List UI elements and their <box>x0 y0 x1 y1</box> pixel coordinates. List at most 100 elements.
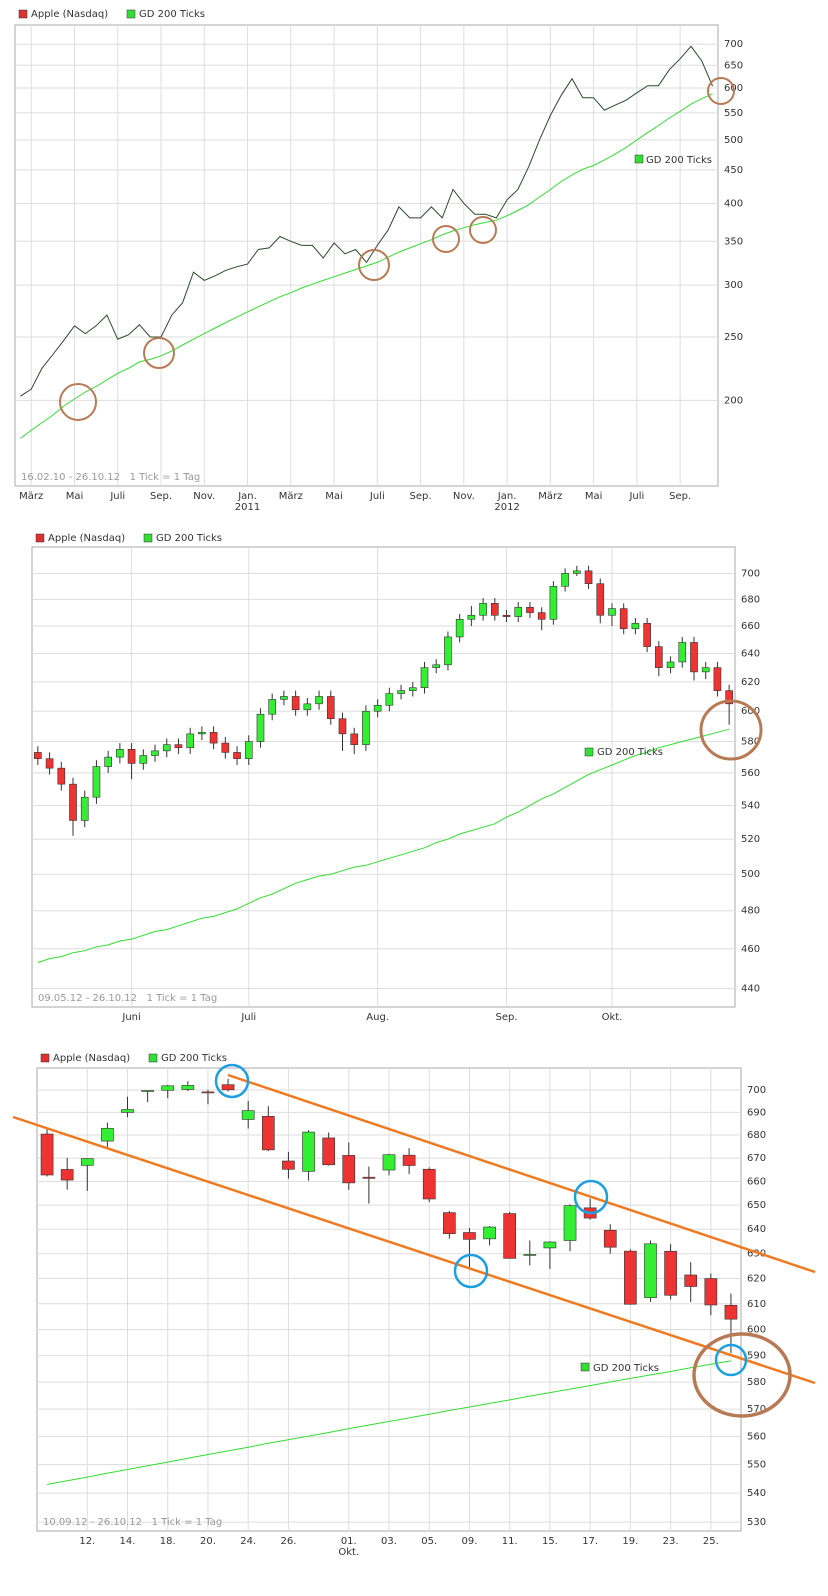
circle <box>714 1343 748 1377</box>
candle-body <box>322 1137 335 1166</box>
y-tick-label: 660 <box>747 1176 766 1187</box>
x-tick-label: 11. <box>502 1536 518 1547</box>
y-tick-label: 680 <box>747 1130 766 1141</box>
y-tick-label: 650 <box>724 60 743 71</box>
x-tick-label: 01. <box>341 1536 357 1547</box>
x-tick-label: 25. <box>703 1536 719 1547</box>
y-tick-label: 550 <box>724 108 743 119</box>
y-tick-label: 450 <box>724 165 743 176</box>
candle-body <box>151 750 159 756</box>
y-tick-label: 600 <box>747 1324 766 1335</box>
candle-body <box>303 703 312 711</box>
candle-body <box>209 732 218 744</box>
candle-body <box>655 646 663 668</box>
circle <box>699 699 763 761</box>
y-tick-label: 610 <box>747 1299 766 1310</box>
x-tick-label: 20. <box>200 1536 216 1547</box>
candle-body <box>432 664 441 668</box>
x-tick-label: Sep. <box>410 491 432 502</box>
legend-swatch <box>35 533 45 543</box>
candle-body <box>174 744 183 749</box>
candle-body <box>198 732 206 735</box>
candle-body <box>350 733 359 745</box>
candle-body <box>162 744 171 752</box>
x-tick-label: März <box>538 491 562 502</box>
y-tick-label: 560 <box>741 768 760 779</box>
candle-body <box>326 696 335 720</box>
x-tick-label: März <box>19 491 43 502</box>
x-sub-label: 2012 <box>494 502 519 513</box>
y-tick-label: 530 <box>747 1517 766 1528</box>
candle-body <box>624 1250 637 1305</box>
y-tick-label: 550 <box>747 1460 766 1471</box>
candle-body <box>549 585 558 620</box>
candle-body <box>60 1169 74 1181</box>
candle-body <box>467 614 476 620</box>
legend-label: GD 200 Ticks <box>139 9 205 20</box>
footnote: 16.02.10 - 26.10.12 1 Tick = 1 Tag <box>21 472 200 483</box>
y-tick-label: 700 <box>747 1085 766 1096</box>
circle <box>469 216 497 244</box>
y-tick-label: 620 <box>747 1274 766 1285</box>
x-tick-label: Mai <box>585 491 603 502</box>
candle-body <box>713 667 722 691</box>
candle-body <box>631 623 640 630</box>
y-tick-label: 630 <box>747 1249 766 1260</box>
circle <box>358 249 390 281</box>
plot-area <box>14 24 719 487</box>
line <box>20 93 713 439</box>
candle-body <box>608 608 616 616</box>
x-tick-label: 09. <box>462 1536 478 1547</box>
circle <box>453 1253 489 1289</box>
legend-swatch <box>126 9 136 19</box>
candle-body <box>666 661 675 668</box>
candle-body <box>526 606 534 613</box>
candle-body <box>573 570 581 574</box>
x-tick-label: Mai <box>325 491 343 502</box>
candle-body <box>161 1085 175 1091</box>
y-tick-label: 700 <box>741 568 760 579</box>
y-tick-label: 580 <box>741 737 760 748</box>
circle-marks <box>59 77 735 421</box>
candle-body <box>463 1232 476 1240</box>
circle <box>432 225 460 253</box>
y-tick-label: 540 <box>741 800 760 811</box>
legend-label: GD 200 Ticks <box>156 533 222 544</box>
y-tick-label: 650 <box>747 1200 766 1211</box>
candle-body <box>40 1133 54 1176</box>
circle <box>143 337 175 369</box>
x-tick-label: Sep. <box>496 1012 518 1023</box>
x-tick-label: Mai <box>66 491 84 502</box>
x-tick-label: 15. <box>542 1536 558 1547</box>
candle-body <box>690 642 698 673</box>
trend-line <box>12 1115 816 1385</box>
line <box>47 1360 731 1485</box>
charts: 200 250 300 350 400 450 500 550 600 650 700 März Mai… <box>14 9 766 1558</box>
y-tick-label: 680 <box>741 594 760 605</box>
y-tick-label: 200 <box>724 395 743 406</box>
footnote: 10.09.12 - 26.10.12 1 Tick = 1 Tag <box>43 1517 222 1528</box>
candle-body <box>373 704 382 712</box>
candle-body <box>139 755 148 764</box>
circle-marks <box>214 1063 748 1377</box>
x-sub-label: Okt. <box>338 1547 359 1558</box>
plot-area <box>31 546 736 1008</box>
y-tick-label: 640 <box>741 649 760 660</box>
candle-body <box>490 602 499 616</box>
candle-body <box>643 623 651 647</box>
candle-body <box>201 1091 215 1094</box>
candle-body <box>678 642 687 663</box>
x-tick-label: Sep. <box>150 491 172 502</box>
candle-body <box>342 1155 356 1184</box>
candle-body <box>644 1243 657 1298</box>
candle-body <box>302 1131 315 1172</box>
candle-body <box>397 690 405 694</box>
x-tick-label: Juli <box>240 1012 256 1023</box>
candle-body <box>244 741 253 759</box>
candle-body <box>280 696 288 700</box>
candle-body <box>483 1226 496 1240</box>
x-tick-label: 17. <box>582 1536 598 1547</box>
x-tick-label: Jan. <box>237 491 257 502</box>
x-tick-label: Juli <box>109 491 125 502</box>
candle-body <box>701 667 710 673</box>
